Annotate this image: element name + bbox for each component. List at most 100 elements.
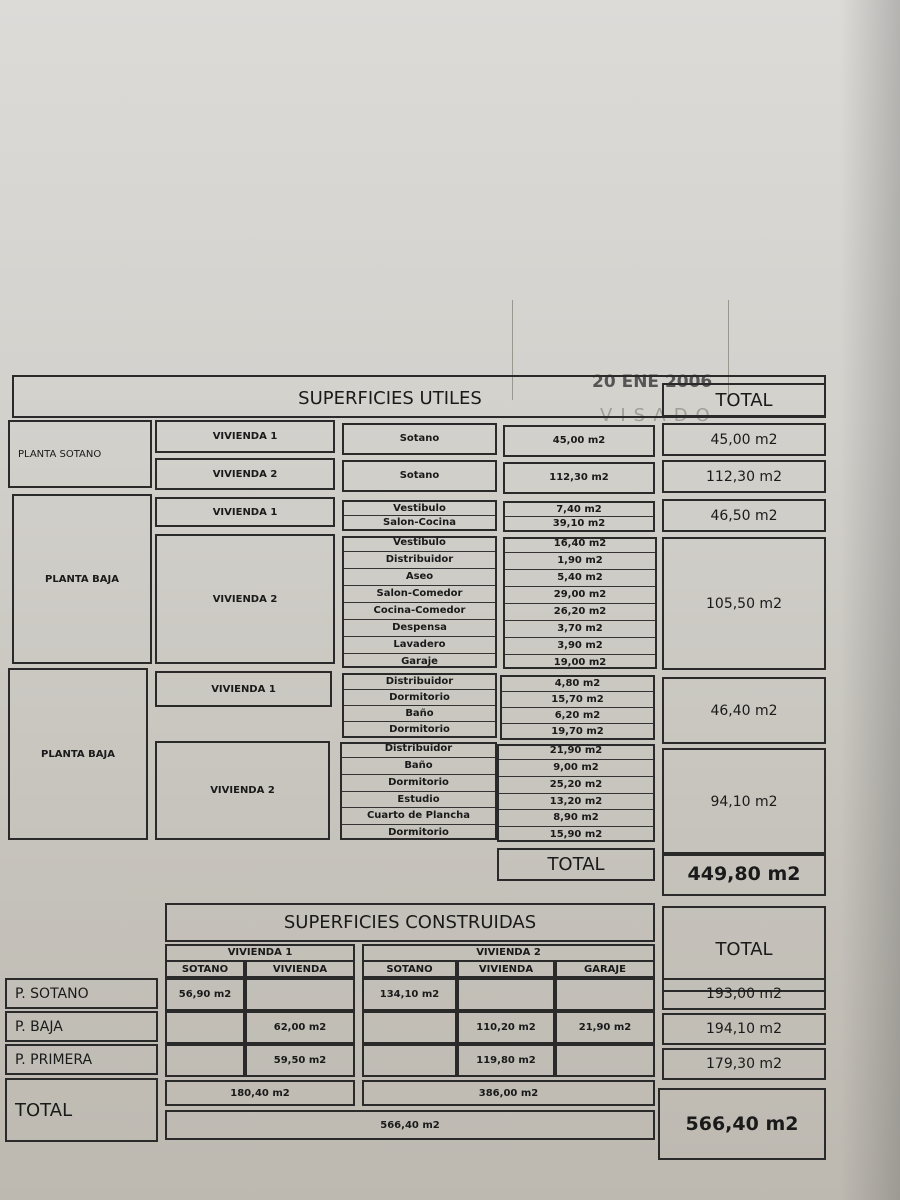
- areas-list-item: 7,40 m2: [505, 503, 653, 517]
- area-cell: [555, 978, 655, 1011]
- rooms-list: Sotano: [342, 423, 497, 455]
- area-cell: 62,00 m2: [245, 1011, 355, 1044]
- rooms-list-item: Distribuidor: [344, 674, 495, 690]
- vivienda-1-label: VIVIENDA 1: [155, 420, 335, 453]
- rooms-list-item: Distribuidor: [342, 741, 495, 759]
- areas-list: 4,80 m2 15,70 m2 6,20 m2 19,70 m2: [500, 675, 655, 740]
- rooms-list: Sotano: [342, 460, 497, 492]
- area-cell: 119,80 m2: [457, 1044, 555, 1077]
- areas-list: 16,40 m2 1,90 m2 5,40 m2 29,00 m2 26,20 m2 3,…: [503, 537, 657, 669]
- rooms-list-item: Dormitorio: [342, 775, 495, 792]
- utiles-total-header: TOTAL: [662, 383, 826, 417]
- row-label: P. BAJA: [5, 1011, 158, 1042]
- area-cell: 134,10 m2: [362, 978, 457, 1011]
- areas-list-item: 3,70 m2: [505, 621, 655, 638]
- rooms-list-item: Sotano: [399, 433, 440, 444]
- construidas-grand-total: 566,40 m2: [658, 1088, 826, 1160]
- vivienda-2-label: VIVIENDA 2: [155, 741, 330, 840]
- areas-list-item: 13,20 m2: [499, 794, 653, 811]
- planta-baja-label: PLANTA BAJA: [8, 668, 148, 840]
- area-cell: 21,90 m2: [555, 1011, 655, 1044]
- areas-list-item: 29,00 m2: [505, 587, 655, 604]
- areas-list-item: 25,20 m2: [499, 777, 653, 794]
- areas-list-item: 4,80 m2: [502, 676, 653, 692]
- row-total: 45,00 m2: [662, 423, 826, 456]
- rooms-list-item: Despensa: [344, 620, 495, 637]
- vivienda-1-label: VIVIENDA 1: [155, 497, 335, 527]
- row-total: 105,50 m2: [662, 537, 826, 670]
- planta-baja-label: PLANTA BAJA: [12, 494, 152, 664]
- area-cell: [362, 1044, 457, 1077]
- rooms-list-item: Baño: [342, 758, 495, 775]
- stamp-label: VISADO: [600, 405, 718, 426]
- row-total: 179,30 m2: [662, 1048, 826, 1080]
- row-total: 46,50 m2: [662, 499, 826, 532]
- areas-list-item: 8,90 m2: [499, 810, 653, 827]
- stamp-date: 20 ENE 2006: [592, 372, 713, 392]
- row-label: P. SOTANO: [5, 978, 158, 1009]
- row-total: 193,00 m2: [662, 978, 826, 1010]
- row-total: 194,10 m2: [662, 1013, 826, 1045]
- vivienda-1-total: 180,40 m2: [165, 1080, 355, 1106]
- rooms-list-item: Aseo: [344, 569, 495, 586]
- vivienda-2-label: VIVIENDA 2: [155, 534, 335, 664]
- areas-list: 45,00 m2: [503, 425, 655, 457]
- row-total: 112,30 m2: [662, 460, 826, 493]
- row-label: P. PRIMERA: [5, 1044, 158, 1075]
- rooms-list-item: Distribuidor: [344, 552, 495, 569]
- utiles-grand-total: 449,80 m2: [662, 852, 826, 896]
- area-cell: 59,50 m2: [245, 1044, 355, 1077]
- column-header: VIVIENDA: [245, 960, 355, 978]
- rooms-list-item: Dormitorio: [388, 826, 449, 838]
- areas-list-item: 1,90 m2: [505, 553, 655, 570]
- rooms-list: Vestibulo Salon-Cocina: [342, 500, 497, 531]
- rooms-list-item: Cocina-Comedor: [344, 603, 495, 620]
- areas-list-item: 21,90 m2: [499, 743, 653, 761]
- utiles-total-label: TOTAL: [497, 848, 655, 881]
- rooms-list-item: Dormitorio: [344, 690, 495, 706]
- areas-list-item: 15,90 m2: [549, 828, 603, 840]
- row-total: 46,40 m2: [662, 677, 826, 744]
- planta-sotano-label: PLANTA SOTANO: [8, 420, 152, 488]
- areas-list-item: 19,00 m2: [553, 656, 607, 668]
- areas-list-item: 9,00 m2: [499, 760, 653, 777]
- column-header: SOTANO: [362, 960, 457, 978]
- areas-list-item: 16,40 m2: [505, 536, 655, 553]
- rooms-list-item: Garaje: [401, 655, 438, 667]
- area-cell: [457, 978, 555, 1011]
- column-header: GARAJE: [555, 960, 655, 978]
- vivienda-2-header: VIVIENDA 2: [476, 946, 541, 958]
- areas-list: 112,30 m2: [503, 462, 655, 494]
- stamp-frame: [512, 300, 729, 400]
- rooms-list: Distribuidor Baño Dormitorio Estudio Cuarto …: [340, 742, 497, 840]
- vivienda-1-label: VIVIENDA 1: [155, 671, 332, 707]
- areas-list: 7,40 m2 39,10 m2: [503, 501, 655, 532]
- areas-list-item: 112,30 m2: [549, 472, 609, 483]
- column-header: VIVIENDA: [457, 960, 555, 978]
- rooms-list-item: Vestibulo: [344, 502, 495, 516]
- areas-list-item: 6,20 m2: [502, 708, 653, 725]
- vivienda-2-total: 386,00 m2: [362, 1080, 655, 1106]
- rooms-list-item: Vestibulo: [344, 535, 495, 552]
- rooms-list-item: Lavadero: [344, 637, 495, 654]
- rooms-list-item: Baño: [344, 706, 495, 723]
- vivienda-2-label: VIVIENDA 2: [155, 458, 335, 490]
- page-edge-shadow: [840, 0, 900, 1200]
- area-cell: [555, 1044, 655, 1077]
- rooms-list: Distribuidor Dormitorio Baño Dormitorio: [342, 673, 497, 738]
- rooms-list-item: Salon-Comedor: [344, 586, 495, 603]
- column-header: SOTANO: [165, 960, 245, 978]
- area-cell: [362, 1011, 457, 1044]
- rooms-list: Vestibulo Distribuidor Aseo Salon-Comedor Co…: [342, 536, 497, 668]
- combined-total: 566,40 m2: [165, 1110, 655, 1140]
- area-cell: [245, 978, 355, 1011]
- areas-list-item: 3,90 m2: [505, 638, 655, 655]
- rooms-list-item: Cuarto de Plancha: [342, 808, 495, 825]
- area-cell: [165, 1011, 245, 1044]
- areas-list-item: 39,10 m2: [552, 518, 606, 529]
- area-cell: [165, 1044, 245, 1077]
- construidas-total-header: TOTAL: [662, 906, 826, 992]
- construidas-title: SUPERFICIES CONSTRUIDAS: [165, 903, 655, 942]
- areas-list-item: 15,70 m2: [502, 692, 653, 708]
- row-total: 94,10 m2: [662, 748, 826, 856]
